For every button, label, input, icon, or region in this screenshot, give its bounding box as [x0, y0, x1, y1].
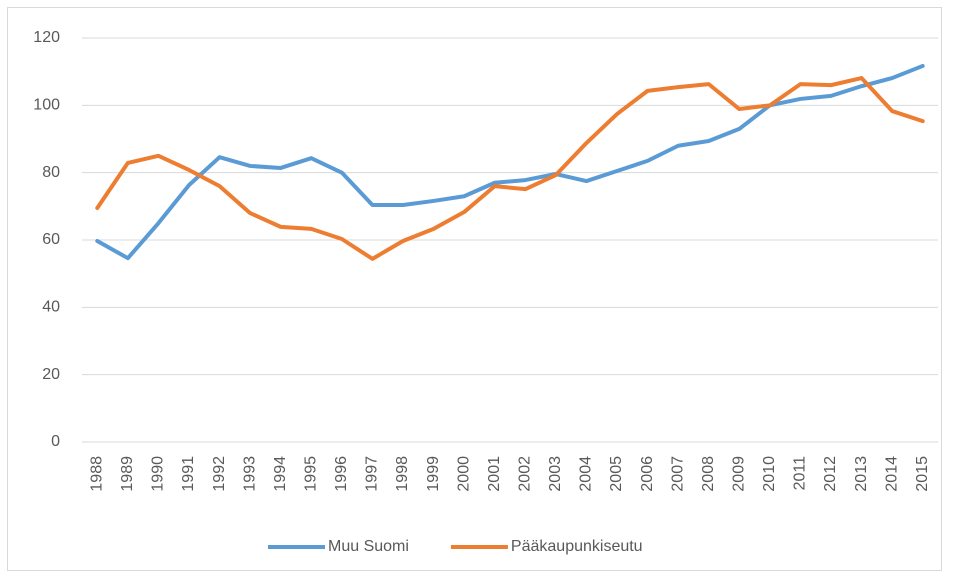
y-tick-label: 80: [42, 164, 60, 181]
x-tick-label: 2015: [914, 456, 931, 492]
x-tick-label: 2008: [700, 456, 717, 492]
x-tick-label: 1994: [272, 456, 289, 492]
x-tick-label: 2012: [822, 456, 839, 492]
x-tick-label: 2014: [883, 456, 900, 492]
x-tick-label: 2011: [792, 456, 809, 491]
legend-label: Muu Suomi: [328, 538, 409, 555]
x-tick-label: 2006: [639, 456, 656, 492]
x-tick-label: 2004: [578, 456, 595, 492]
y-tick-label: 40: [42, 299, 60, 316]
x-tick-label: 1991: [180, 456, 197, 492]
x-tick-label: 1997: [364, 456, 381, 492]
x-tick-label: 2007: [669, 456, 686, 492]
series-line: [95, 76, 925, 261]
x-tick-label: 1988: [89, 456, 106, 492]
y-tick-label: 0: [51, 433, 60, 450]
x-tick-label: 1993: [241, 456, 258, 492]
x-tick-label: 2013: [853, 456, 870, 492]
x-tick-label: 2000: [455, 456, 472, 492]
x-tick-label: 2009: [731, 456, 748, 492]
x-tick-label: 2010: [761, 456, 778, 492]
x-tick-label: 2003: [547, 456, 564, 492]
series-line: [95, 63, 925, 261]
y-tick-label: 120: [33, 29, 60, 46]
y-tick-label: 20: [42, 366, 60, 383]
x-tick-label: 2002: [517, 456, 534, 492]
x-tick-label: 1999: [425, 456, 442, 492]
x-tick-label: 1990: [150, 456, 167, 492]
x-tick-label: 1996: [333, 456, 350, 492]
y-tick-label: 100: [33, 97, 60, 114]
x-tick-label: 1998: [394, 456, 411, 492]
legend-label: Pääkaupunkiseutu: [511, 538, 643, 555]
x-tick-label: 2001: [486, 456, 503, 492]
x-tick-label: 2005: [608, 456, 625, 492]
x-tick-label: 1989: [119, 456, 136, 492]
y-tick-label: 60: [42, 231, 60, 248]
x-tick-label: 1995: [303, 456, 320, 492]
x-tick-label: 1992: [211, 456, 228, 492]
